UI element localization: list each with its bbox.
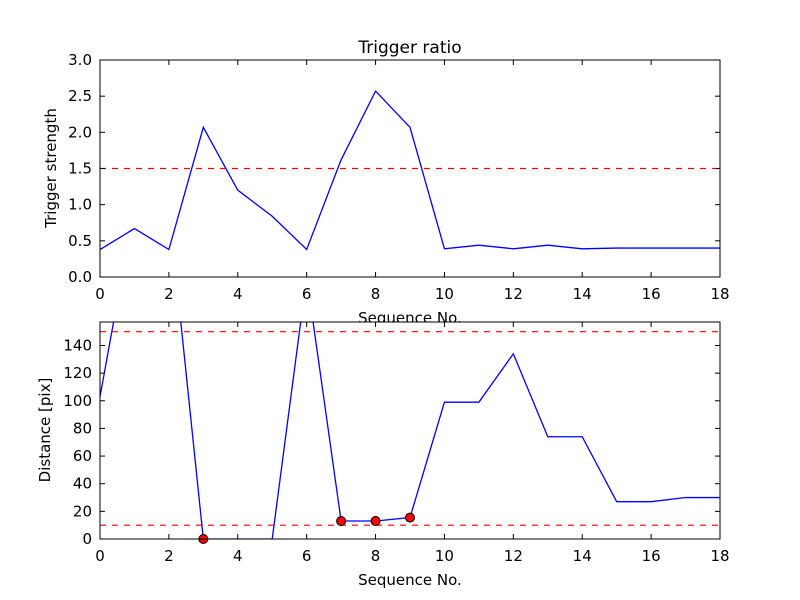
x-tick-label: 12 bbox=[504, 547, 523, 565]
plot-area bbox=[100, 60, 720, 277]
y-tick-label: 60 bbox=[73, 447, 92, 465]
x-tick-label: 14 bbox=[573, 547, 592, 565]
x-axis-label: Sequence No. bbox=[358, 571, 462, 589]
x-tick-label: 16 bbox=[642, 285, 661, 303]
y-tick-label: 0.5 bbox=[68, 232, 92, 250]
x-tick-label: 18 bbox=[710, 285, 729, 303]
y-tick-label: 3.0 bbox=[68, 51, 92, 69]
y-tick-label: 80 bbox=[73, 419, 92, 437]
y-axis-label: Trigger strength bbox=[42, 108, 60, 229]
y-tick-label: 20 bbox=[73, 502, 92, 520]
x-tick-label: 8 bbox=[371, 547, 381, 565]
data-point-marker bbox=[370, 516, 381, 527]
data-point-marker bbox=[336, 516, 347, 527]
chart-title: Trigger ratio bbox=[357, 38, 461, 58]
y-tick-label: 100 bbox=[63, 392, 92, 410]
chart-trigger-ratio: Trigger ratio 0 2 4 6 8 10 12 14 16 18 0.0 0.5 1.0 1… bbox=[42, 38, 730, 327]
series-line bbox=[100, 89, 720, 251]
y-tick-label: 1.5 bbox=[68, 160, 92, 178]
x-tick-label: 0 bbox=[95, 285, 105, 303]
x-tick-label: 4 bbox=[233, 285, 243, 303]
y-tick-label: 140 bbox=[63, 336, 92, 354]
x-tick-label: 16 bbox=[642, 547, 661, 565]
x-tick-label: 8 bbox=[371, 285, 381, 303]
y-tick-label: 40 bbox=[73, 475, 92, 493]
x-tick-label: 4 bbox=[233, 547, 243, 565]
x-tick-label: 10 bbox=[435, 285, 454, 303]
data-point-marker bbox=[405, 512, 415, 523]
y-tick-label: 0 bbox=[82, 530, 92, 548]
y-tick-label: 2.5 bbox=[68, 87, 92, 105]
chart-distance: 0 2 4 6 8 10 12 14 16 18 0 20 40 60 80 100 120 140 Seque… bbox=[36, 321, 730, 589]
y-tick-label: 1.0 bbox=[68, 196, 92, 214]
x-tick-label: 10 bbox=[435, 547, 454, 565]
plot-area bbox=[100, 322, 720, 539]
y-axis-label: Distance [pix] bbox=[36, 378, 54, 483]
plot-frame bbox=[99, 321, 721, 540]
x-tick-label: 18 bbox=[710, 547, 729, 565]
x-tick-label: 6 bbox=[302, 285, 312, 303]
y-tick-label: 2.0 bbox=[68, 123, 92, 141]
y-tick-label: 120 bbox=[63, 364, 92, 382]
x-tick-label: 0 bbox=[95, 547, 105, 565]
x-tick-label: 14 bbox=[573, 285, 592, 303]
x-tick-label: 6 bbox=[302, 547, 312, 565]
x-tick-label: 12 bbox=[504, 285, 523, 303]
x-tick-label: 2 bbox=[164, 547, 174, 565]
y-tick-label: 0.0 bbox=[68, 268, 92, 286]
x-tick-label: 2 bbox=[164, 285, 174, 303]
